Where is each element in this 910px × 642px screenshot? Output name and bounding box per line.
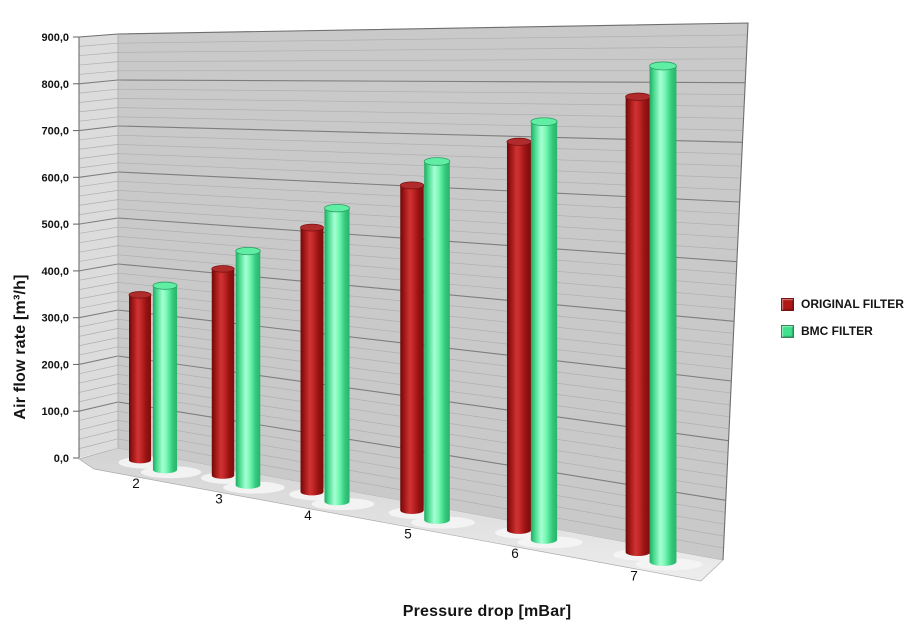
y-tick-label-0,0: 0,0 xyxy=(54,453,69,465)
bar-bmc-filter-3 xyxy=(235,251,261,489)
bar-bmc-filter-2-cap xyxy=(152,281,178,290)
legend: ORIGINAL FILTER BMC FILTER xyxy=(781,297,904,351)
legend-label-bmc-filter: BMC FILTER xyxy=(801,324,873,338)
y-tick-label-900,0: 900,0 xyxy=(41,32,69,44)
bar-bmc-filter-6-cap xyxy=(530,117,558,127)
bar-bmc-filter-2 xyxy=(152,285,178,474)
y-tick-label-400,0: 400,0 xyxy=(41,266,69,278)
legend-marker-original-filter xyxy=(781,297,794,311)
legend-label-original-filter: ORIGINAL FILTER xyxy=(801,297,904,311)
bar-original-filter-4 xyxy=(300,227,324,496)
x-axis-title: Pressure drop [mBar] xyxy=(402,603,572,620)
y-tick-label-700,0: 700,0 xyxy=(41,126,69,138)
bar-original-filter-6 xyxy=(506,141,532,534)
bar-bmc-filter-4-cap xyxy=(324,203,350,213)
y-tick-label-300,0: 300,0 xyxy=(41,313,69,325)
x-tick-label-6: 6 xyxy=(511,546,519,561)
bar-original-filter-3-cap xyxy=(211,265,235,273)
legend-marker-bmc-filter xyxy=(781,324,794,338)
bar-bmc-filter-5-cap xyxy=(423,157,451,166)
y-tick-label-600,0: 600,0 xyxy=(41,172,69,184)
bar-bmc-filter-6 xyxy=(530,121,558,544)
bar-original-filter-5-cap xyxy=(399,181,425,190)
bar-bmc-filter-7-cap xyxy=(649,61,677,71)
bar-bmc-filter-4 xyxy=(324,208,350,506)
bar-original-filter-7 xyxy=(625,96,651,556)
x-tick-label-5: 5 xyxy=(404,526,412,541)
y-tick-label-100,0: 100,0 xyxy=(41,406,69,418)
chart-frame xyxy=(78,22,749,561)
bar-original-filter-7-cap xyxy=(625,92,651,101)
x-tick-label-3: 3 xyxy=(215,491,223,506)
bar-original-filter-4-cap xyxy=(300,223,324,232)
bar-original-filter-3 xyxy=(211,268,235,479)
y-tick-label-500,0: 500,0 xyxy=(41,219,69,231)
bar-original-filter-6-cap xyxy=(506,137,532,146)
bar-original-filter-2 xyxy=(129,294,151,464)
bar-original-filter-2-cap xyxy=(128,291,152,299)
y-tick-label-800,0: 800,0 xyxy=(41,79,69,91)
y-tick-label-200,0: 200,0 xyxy=(41,359,69,371)
legend-item-bmc-filter: BMC FILTER xyxy=(781,324,904,338)
bar-bmc-filter-7 xyxy=(649,65,677,566)
x-axis-ticks: 2 3 4 5 6 7 xyxy=(132,476,638,583)
bar-original-filter-5 xyxy=(400,185,424,514)
y-axis-ticks: 0,0 100,0 200,0 300,0 400,0 500,0 600,0 700,0 80… xyxy=(41,32,79,465)
legend-item-original-filter: ORIGINAL FILTER xyxy=(781,297,904,311)
x-tick-label-2: 2 xyxy=(132,476,140,491)
x-tick-label-7: 7 xyxy=(630,568,638,583)
bar-bmc-filter-5 xyxy=(424,161,450,524)
x-tick-label-4: 4 xyxy=(304,508,312,523)
bars xyxy=(118,61,703,571)
bar-bmc-filter-3-cap xyxy=(235,246,261,256)
y-axis-title: Air flow rate [m³/h] xyxy=(12,274,29,420)
chart-side-wall xyxy=(79,34,118,458)
